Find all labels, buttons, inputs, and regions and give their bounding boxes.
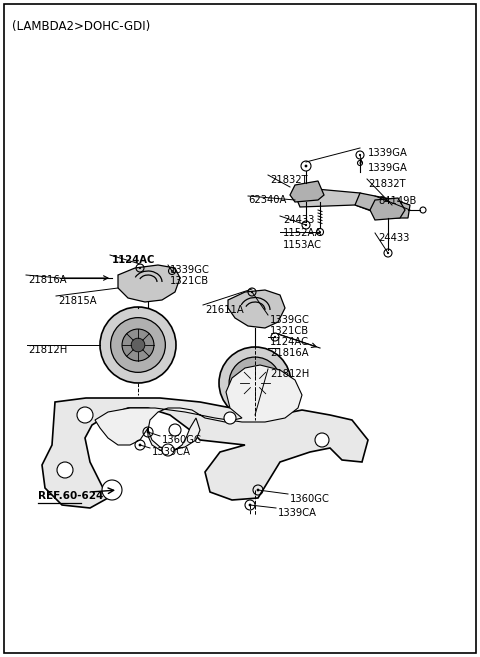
- Polygon shape: [355, 193, 410, 218]
- Circle shape: [57, 462, 73, 478]
- Text: 21832T: 21832T: [270, 175, 308, 185]
- Circle shape: [251, 291, 253, 293]
- Text: 21816A: 21816A: [28, 275, 67, 285]
- Text: 62340A: 62340A: [248, 195, 287, 205]
- Circle shape: [219, 347, 291, 419]
- Text: 84149B: 84149B: [378, 196, 416, 206]
- Text: 1152AA: 1152AA: [283, 228, 323, 238]
- Polygon shape: [370, 198, 405, 220]
- Polygon shape: [228, 290, 285, 328]
- Text: 1339GA: 1339GA: [368, 163, 408, 173]
- Text: 1339CA: 1339CA: [152, 447, 191, 457]
- Text: 1124AC: 1124AC: [112, 255, 156, 265]
- Text: 1321CB: 1321CB: [170, 276, 209, 286]
- Text: 1339GC: 1339GC: [270, 315, 310, 325]
- Text: 21815A: 21815A: [58, 296, 96, 306]
- Circle shape: [224, 412, 236, 424]
- Text: 24433: 24433: [283, 215, 314, 225]
- Text: 1124AC: 1124AC: [270, 337, 309, 347]
- Text: 24433: 24433: [378, 233, 409, 243]
- Polygon shape: [295, 188, 395, 218]
- Circle shape: [139, 267, 141, 269]
- Circle shape: [171, 270, 173, 272]
- Text: 1339GC: 1339GC: [170, 265, 210, 275]
- Circle shape: [305, 224, 307, 226]
- Circle shape: [169, 424, 181, 436]
- Circle shape: [102, 480, 122, 500]
- Circle shape: [315, 433, 329, 447]
- Circle shape: [110, 317, 165, 373]
- Circle shape: [387, 252, 389, 254]
- Circle shape: [229, 357, 281, 409]
- Circle shape: [139, 443, 142, 446]
- Text: 1360GC: 1360GC: [162, 435, 202, 445]
- Text: 21832T: 21832T: [368, 179, 406, 189]
- Text: 21812H: 21812H: [270, 369, 309, 379]
- Circle shape: [122, 329, 154, 361]
- Polygon shape: [290, 181, 324, 202]
- Circle shape: [257, 489, 259, 491]
- Text: 21816A: 21816A: [270, 348, 309, 358]
- Circle shape: [359, 154, 361, 156]
- Text: 1339CA: 1339CA: [278, 508, 317, 518]
- Circle shape: [305, 165, 307, 168]
- Text: 21611A: 21611A: [205, 305, 244, 315]
- Circle shape: [100, 307, 176, 383]
- Circle shape: [146, 430, 149, 434]
- Circle shape: [249, 376, 262, 390]
- Polygon shape: [95, 365, 302, 452]
- Circle shape: [77, 407, 93, 423]
- Circle shape: [131, 338, 145, 352]
- Text: 1360GC: 1360GC: [290, 494, 330, 504]
- Circle shape: [319, 231, 321, 233]
- Circle shape: [274, 336, 276, 338]
- Text: REF.60-624: REF.60-624: [38, 491, 103, 501]
- Text: 1321CB: 1321CB: [270, 326, 309, 336]
- Text: (LAMBDA2>DOHC-GDI): (LAMBDA2>DOHC-GDI): [12, 20, 150, 33]
- Polygon shape: [118, 265, 180, 302]
- Circle shape: [249, 504, 252, 507]
- Circle shape: [162, 444, 174, 456]
- Polygon shape: [42, 398, 368, 508]
- Text: 21812H: 21812H: [28, 345, 67, 355]
- Circle shape: [240, 368, 270, 398]
- Text: 1339GA: 1339GA: [368, 148, 408, 158]
- Text: 1153AC: 1153AC: [283, 240, 322, 250]
